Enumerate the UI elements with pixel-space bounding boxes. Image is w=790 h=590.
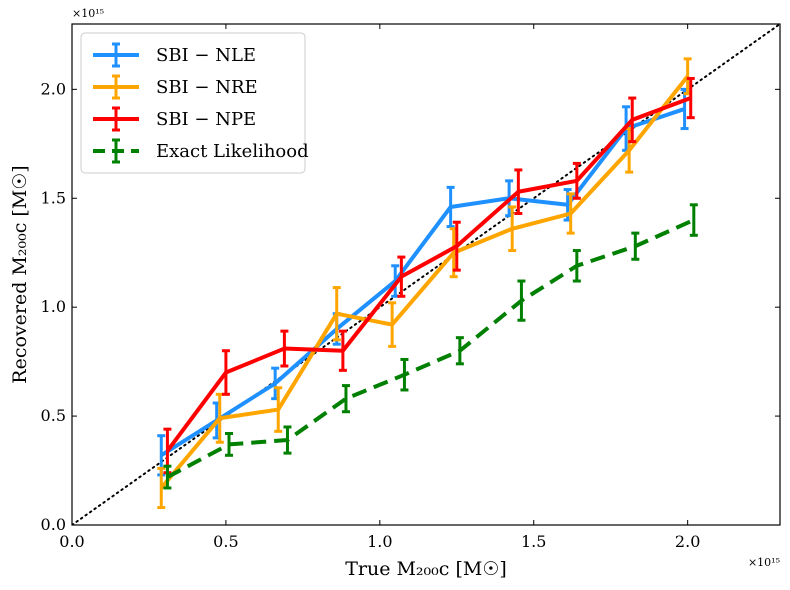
legend-item: SBI − NLE: [93, 42, 256, 68]
legend-label: SBI − NPE: [156, 109, 256, 130]
axis-ticks: 0.0 0.5 1.0 1.5 2.0 0.0 0.5 1.0 1.5 2.0: [41, 24, 780, 551]
y-axis-exponent-label: ×10¹⁵: [72, 7, 104, 20]
x-tick-label: 1.0: [367, 532, 392, 551]
x-tick-label: 0.0: [59, 532, 84, 551]
y-tick-label: 2.0: [41, 79, 66, 98]
plot-content: [72, 24, 780, 525]
series-line: [159, 75, 690, 490]
y-tick-label: 1.0: [41, 297, 66, 316]
legend-box: [80, 32, 306, 174]
x-tick-label: 2.0: [675, 532, 700, 551]
legend-label: Exact Likelihood: [156, 141, 309, 162]
series-exact-likelihood: [163, 203, 698, 490]
y-tick-label: 1.5: [41, 188, 66, 207]
x-tick-label: 1.5: [521, 532, 546, 551]
x-tick-label: 0.5: [213, 532, 238, 551]
series-sbi-npe: [163, 76, 695, 475]
legend-label: SBI − NRE: [156, 77, 258, 98]
legend-item: Exact Likelihood: [93, 138, 309, 164]
series-line: [160, 107, 686, 457]
x-axis-label: True M₂₀₀c [M☉]: [345, 558, 507, 580]
series-line: [165, 96, 692, 453]
plot-frame: [71, 23, 781, 526]
x-axis-exponent-label: ×10¹⁵: [748, 556, 780, 569]
y-tick-label: 0.5: [41, 406, 66, 425]
y-tick-label: 0.0: [41, 515, 66, 534]
y-axis-label: Recovered M₂₀₀c [M☉]: [9, 165, 31, 383]
legend-item: SBI − NRE: [93, 74, 258, 100]
legend-item: SBI − NPE: [93, 106, 256, 132]
legend-label: SBI − NLE: [156, 45, 256, 66]
series-line: [166, 218, 695, 479]
legend-items: SBI − NLE SBI − NRE SBI − NPE Exact Likelih…: [93, 42, 309, 164]
legend: SBI − NLE SBI − NRE SBI − NPE Exact Likelih…: [80, 32, 309, 174]
